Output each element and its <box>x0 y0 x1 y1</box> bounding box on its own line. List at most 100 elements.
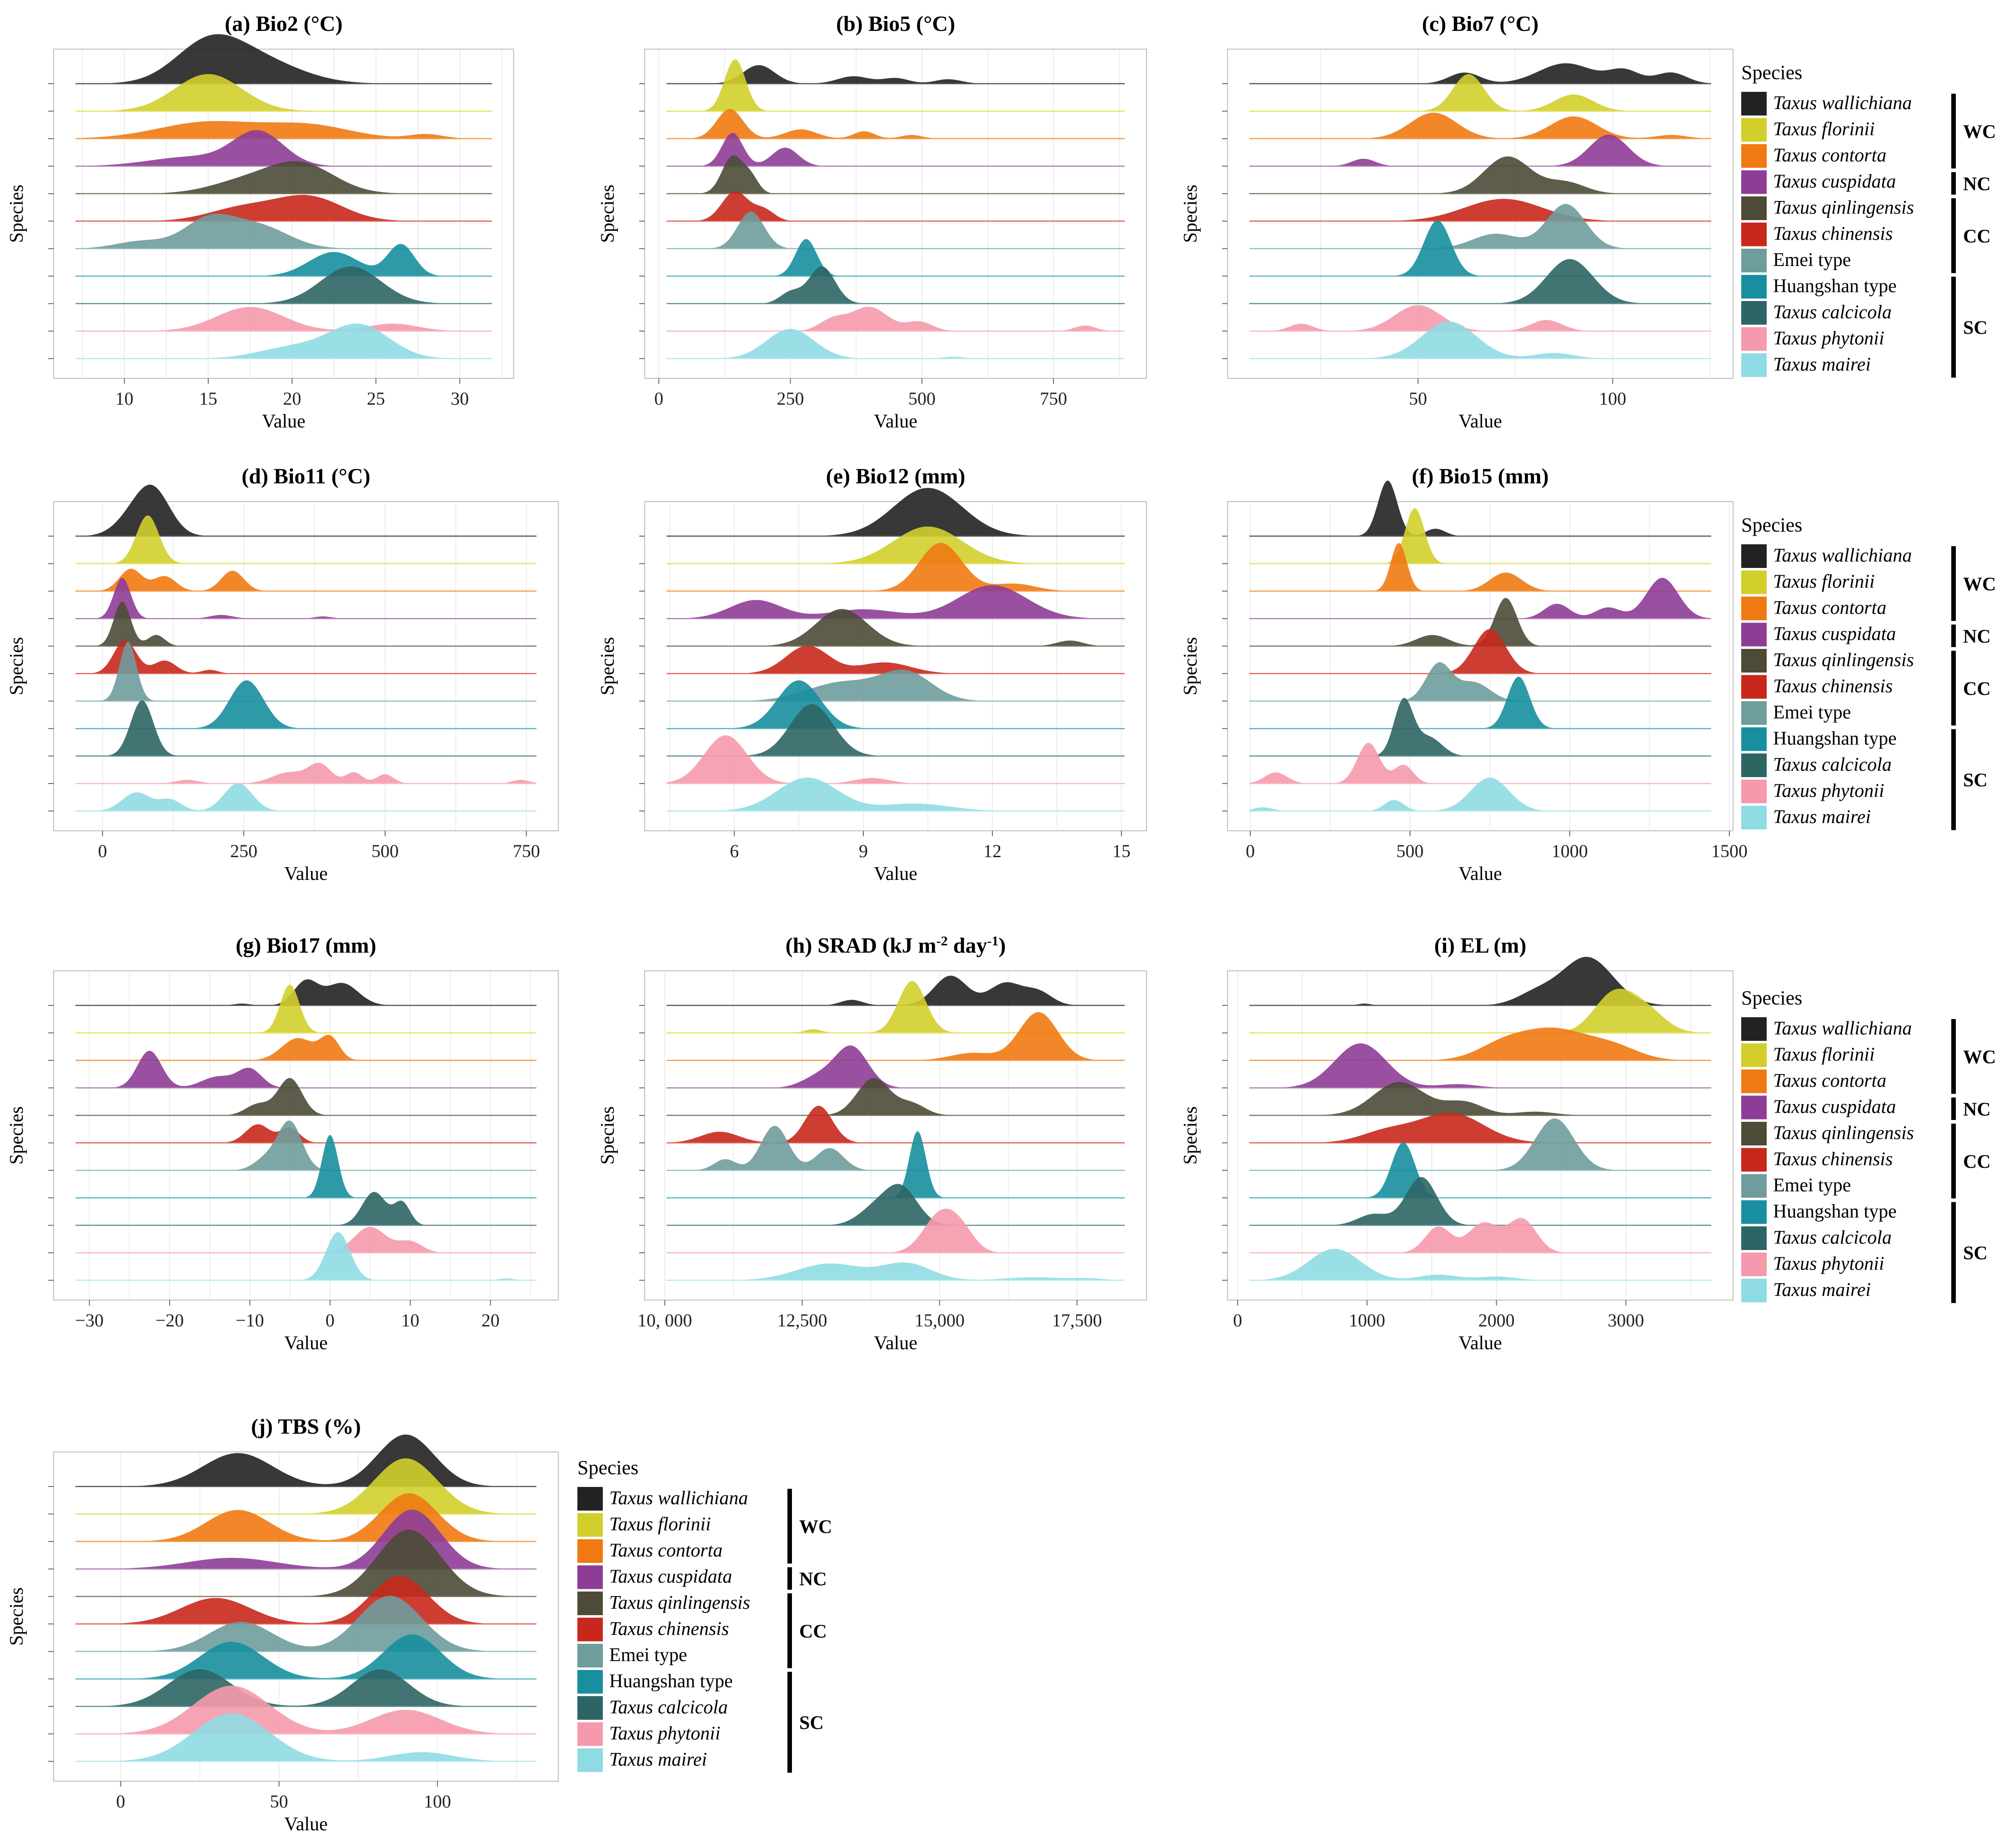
x-tick-label: 9 <box>859 841 868 861</box>
panel-e: 6 9 12 15 Value Species (e) Bio12 (mm) <box>597 464 1147 884</box>
x-tick-label: 3000 <box>1608 1310 1644 1331</box>
ridge-taxus-mairei <box>1249 321 1711 359</box>
ridge-taxus-wallichiana <box>666 975 1125 1006</box>
x-tick-label: 250 <box>230 841 257 861</box>
x-axis-label: Value <box>1458 864 1502 884</box>
legend-label: Taxus mairei <box>1773 807 1871 828</box>
ridge-emei-type <box>75 1120 536 1170</box>
x-axis-label: Value <box>262 411 306 432</box>
panel-c: 50 100 Value Species (c) Bio7 (°C) <box>1180 12 1733 432</box>
group-label: NC <box>799 1569 827 1590</box>
x-tick-label: 10 <box>115 388 134 409</box>
ridge-taxus-cuspidata <box>75 130 492 166</box>
ridge-taxus-wallichiana <box>1249 957 1711 1006</box>
panel-h: 10, 000 12,500 15,000 17,500 Value Species (h)… <box>597 934 1147 1354</box>
group-bracket <box>1951 1097 1956 1120</box>
panel-g: −30 −20 −10 0 10 20 Value Species (g) Bio17 (mm) <box>6 934 559 1354</box>
group-bracket <box>1951 729 1956 830</box>
group-bracket <box>787 1489 792 1564</box>
legend-title: Species <box>1741 61 1802 84</box>
x-axis-label: Value <box>874 411 917 432</box>
ridge-taxus-phytonii <box>75 1686 536 1734</box>
ridge-taxus-mairei <box>666 329 1125 359</box>
x-tick-label: 2000 <box>1478 1310 1515 1331</box>
legend-key <box>577 1617 603 1642</box>
ridge-taxus-contorta <box>1249 1027 1711 1060</box>
ridge-taxus-chinensis <box>75 195 492 221</box>
panel-b: 0 250 500 750 Value Species (b) Bio5 (°C) <box>597 12 1147 432</box>
legend-key <box>577 1670 603 1694</box>
panel-d: 0 250 500 750 Value Species (d) Bio11 (°C) <box>6 464 559 884</box>
ridge-taxus-florinii <box>666 526 1125 564</box>
legend-key <box>577 1539 603 1563</box>
panel-title: (h) SRAD (kJ m-2 day-1) <box>786 934 1006 958</box>
ridges <box>75 34 492 359</box>
group-bracket <box>1951 624 1956 647</box>
group-bracket <box>787 1672 792 1773</box>
legend-key <box>1741 806 1767 829</box>
x-tick-label: 100 <box>1599 388 1626 409</box>
ridges <box>75 1434 536 1762</box>
ridge-taxus-qinlingensis <box>75 602 536 646</box>
ridge-taxus-florinii <box>666 981 1125 1033</box>
legend-key <box>1741 1252 1767 1276</box>
legend-label: Taxus contorta <box>1773 145 1886 166</box>
ridge-taxus-wallichiana <box>666 65 1125 84</box>
group-label: SC <box>799 1713 824 1734</box>
legend-label: Taxus contorta <box>1773 598 1886 618</box>
legend-label: Taxus qinlingensis <box>609 1592 750 1613</box>
legend-key <box>1741 92 1767 116</box>
ridge-taxus-mairei <box>666 778 1125 811</box>
ridge-taxus-qinlingensis <box>666 1078 1125 1115</box>
ridge-taxus-phytonii <box>666 306 1125 331</box>
legend-label: Emei type <box>1773 1175 1851 1196</box>
x-tick-label: 0 <box>326 1310 335 1331</box>
group-bracket <box>1951 546 1956 621</box>
ridge-taxus-phytonii <box>1249 743 1711 784</box>
ridge-taxus-phytonii <box>1249 305 1711 331</box>
legend-key <box>1741 649 1767 673</box>
group-bracket <box>1951 198 1956 273</box>
group-bracket <box>787 1567 792 1590</box>
legend-key <box>1741 1279 1767 1302</box>
ridge-taxus-phytonii <box>75 307 492 331</box>
legend-key <box>577 1696 603 1720</box>
y-axis-label: Species <box>597 185 618 243</box>
legend-label: Emei type <box>1773 250 1851 271</box>
ridge-taxus-wallichiana <box>75 979 536 1006</box>
group-bracket <box>787 1593 792 1668</box>
ridge-taxus-calcicola <box>666 704 1125 756</box>
legend-label: Taxus cuspidata <box>1773 624 1896 645</box>
panel-title: (c) Bio7 (°C) <box>1422 12 1538 36</box>
legend-label: Taxus phytonii <box>609 1723 721 1744</box>
ridge-taxus-mairei <box>75 1713 536 1762</box>
ridge-taxus-qinlingensis <box>666 155 1125 194</box>
plot-frame <box>53 1451 559 1782</box>
x-tick-label: 1000 <box>1349 1310 1385 1331</box>
ridge-emei-type <box>666 669 1125 701</box>
ridge-taxus-phytonii <box>1249 1218 1711 1253</box>
y-axis-label: Species <box>597 1106 618 1165</box>
legend-label: Taxus chinensis <box>609 1619 729 1640</box>
ridge-taxus-qinlingensis <box>75 161 492 194</box>
ridge-taxus-calcicola <box>75 1669 536 1707</box>
ridges <box>1249 480 1711 812</box>
legend-label: Taxus qinlingensis <box>1773 650 1914 671</box>
x-tick-label: 500 <box>371 841 399 861</box>
ridge-taxus-wallichiana <box>75 34 492 84</box>
group-bracket <box>1951 94 1956 169</box>
group-bracket <box>1951 1124 1956 1199</box>
legend-title: Species <box>577 1456 638 1479</box>
panel-title: (e) Bio12 (mm) <box>826 464 966 488</box>
x-tick-label: 0 <box>654 388 663 409</box>
legend-key <box>577 1644 603 1667</box>
ridge-taxus-contorta <box>666 1012 1125 1060</box>
panel-title: (f) Bio15 (mm) <box>1412 464 1548 488</box>
ridge-taxus-calcicola <box>1249 259 1711 304</box>
legend-title: Species <box>1741 514 1802 536</box>
ridge-taxus-chinensis <box>1249 1112 1711 1143</box>
ridges <box>666 975 1125 1281</box>
ridge-taxus-chinensis <box>1249 629 1711 674</box>
legend-key <box>577 1592 603 1615</box>
group-bracket <box>1951 1202 1956 1303</box>
